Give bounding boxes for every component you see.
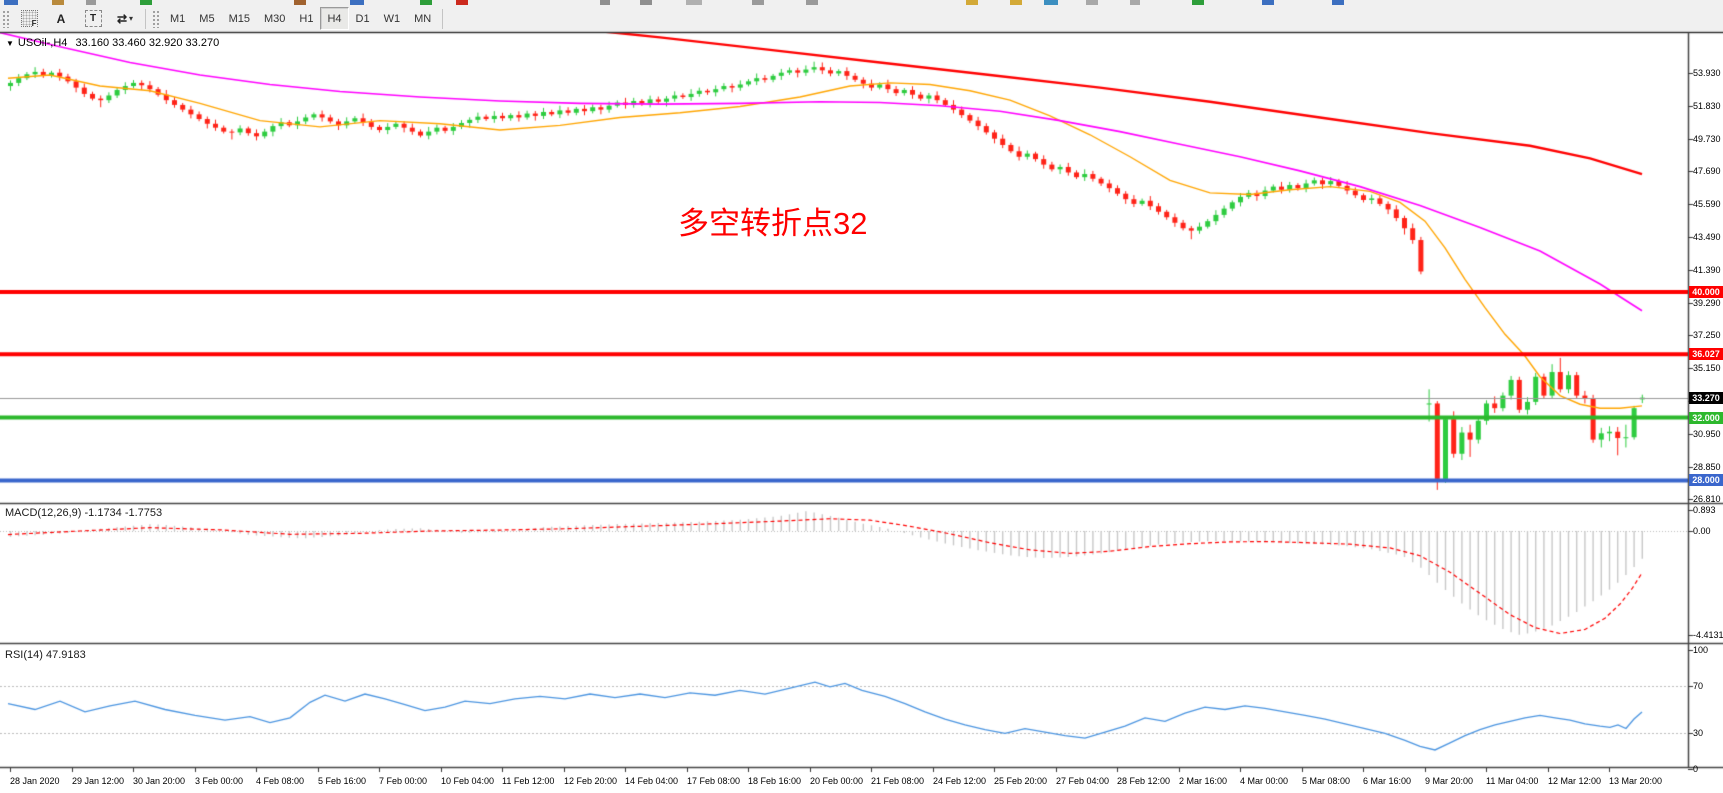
time-tick-label: 11 Mar 04:00 (1486, 776, 1539, 786)
symbol-period-label: USOil-,H4 (17, 37, 68, 49)
price-tick-label: 37.250 (1693, 330, 1721, 340)
time-tick-label: 25 Feb 20:00 (994, 776, 1048, 786)
current-price-tag: 33.270 (1689, 392, 1723, 404)
time-tick-label: 3 Feb 00:00 (195, 776, 244, 786)
chart-title: ▼ USOil-,H4 33.160 33.460 32.920 33.270 (6, 37, 219, 49)
price-tick-label: 43.490 (1693, 232, 1721, 242)
time-tick-label: 27 Feb 04:00 (1056, 776, 1110, 786)
rsi-tick-label: 70 (1693, 681, 1704, 691)
time-tick-label: 13 Mar 20:00 (1609, 776, 1663, 786)
time-tick-label: 6 Mar 16:00 (1363, 776, 1412, 786)
price-tick-label: 45.590 (1693, 199, 1721, 209)
level-price-tag: 40.000 (1689, 286, 1723, 298)
time-tick-label: 2 Mar 16:00 (1179, 776, 1228, 786)
time-tick-label: 7 Feb 00:00 (379, 776, 428, 786)
time-tick-label: 5 Mar 08:00 (1302, 776, 1351, 786)
macd-tick-label: 0.893 (1693, 505, 1716, 515)
ohlc-readout: 33.160 33.460 32.920 33.270 (75, 37, 220, 49)
time-tick-label: 18 Feb 16:00 (748, 776, 802, 786)
time-tick-label: 14 Feb 04:00 (625, 776, 679, 786)
time-tick-label: 30 Jan 20:00 (133, 776, 186, 786)
chevron-down-icon[interactable]: ▼ (6, 39, 14, 48)
rsi-tick-label: 0 (1693, 764, 1699, 774)
time-tick-label: 4 Mar 00:00 (1240, 776, 1289, 786)
time-tick-label: 21 Feb 08:00 (871, 776, 925, 786)
chart-annotation[interactable]: 多空转折点32 (678, 206, 868, 241)
macd-tick-label: 0.00 (1693, 526, 1711, 536)
time-tick-label: 20 Feb 00:00 (810, 776, 864, 786)
macd-indicator-label: MACD(12,26,9) -1.1734 -1.7753 (5, 507, 163, 519)
time-tick-label: 11 Feb 12:00 (502, 776, 555, 786)
macd-tick-label: -4.4131 (1693, 630, 1723, 640)
time-tick-label: 17 Feb 08:00 (687, 776, 741, 786)
price-tick-label: 26.810 (1693, 494, 1721, 504)
time-tick-label: 9 Mar 20:00 (1425, 776, 1474, 786)
price-tick-label: 41.390 (1693, 265, 1721, 275)
price-tick-label: 49.730 (1693, 134, 1721, 144)
level-price-tag: 36.027 (1689, 348, 1723, 360)
price-tick-label: 35.150 (1693, 363, 1721, 373)
price-tick-label: 53.930 (1693, 68, 1721, 78)
rsi-tick-label: 30 (1693, 728, 1704, 738)
time-tick-label: 28 Jan 2020 (10, 776, 60, 786)
time-tick-label: 28 Feb 12:00 (1117, 776, 1171, 786)
price-tick-label: 28.850 (1693, 462, 1721, 472)
time-tick-label: 12 Mar 12:00 (1548, 776, 1602, 786)
price-tick-label: 30.950 (1693, 429, 1721, 439)
time-tick-label: 10 Feb 04:00 (441, 776, 495, 786)
time-tick-label: 5 Feb 16:00 (318, 776, 367, 786)
level-price-tag: 28.000 (1689, 474, 1723, 486)
time-tick-label: 24 Feb 12:00 (933, 776, 987, 786)
rsi-tick-label: 100 (1693, 645, 1709, 655)
time-tick-label: 29 Jan 12:00 (72, 776, 125, 786)
rsi-indicator-label: RSI(14) 47.9183 (5, 649, 86, 661)
time-tick-label: 4 Feb 08:00 (256, 776, 305, 786)
level-price-tag: 32.000 (1689, 412, 1723, 424)
price-tick-label: 51.830 (1693, 101, 1721, 111)
price-tick-label: 39.290 (1693, 298, 1721, 308)
price-tick-label: 47.690 (1693, 166, 1721, 176)
time-tick-label: 12 Feb 20:00 (564, 776, 618, 786)
